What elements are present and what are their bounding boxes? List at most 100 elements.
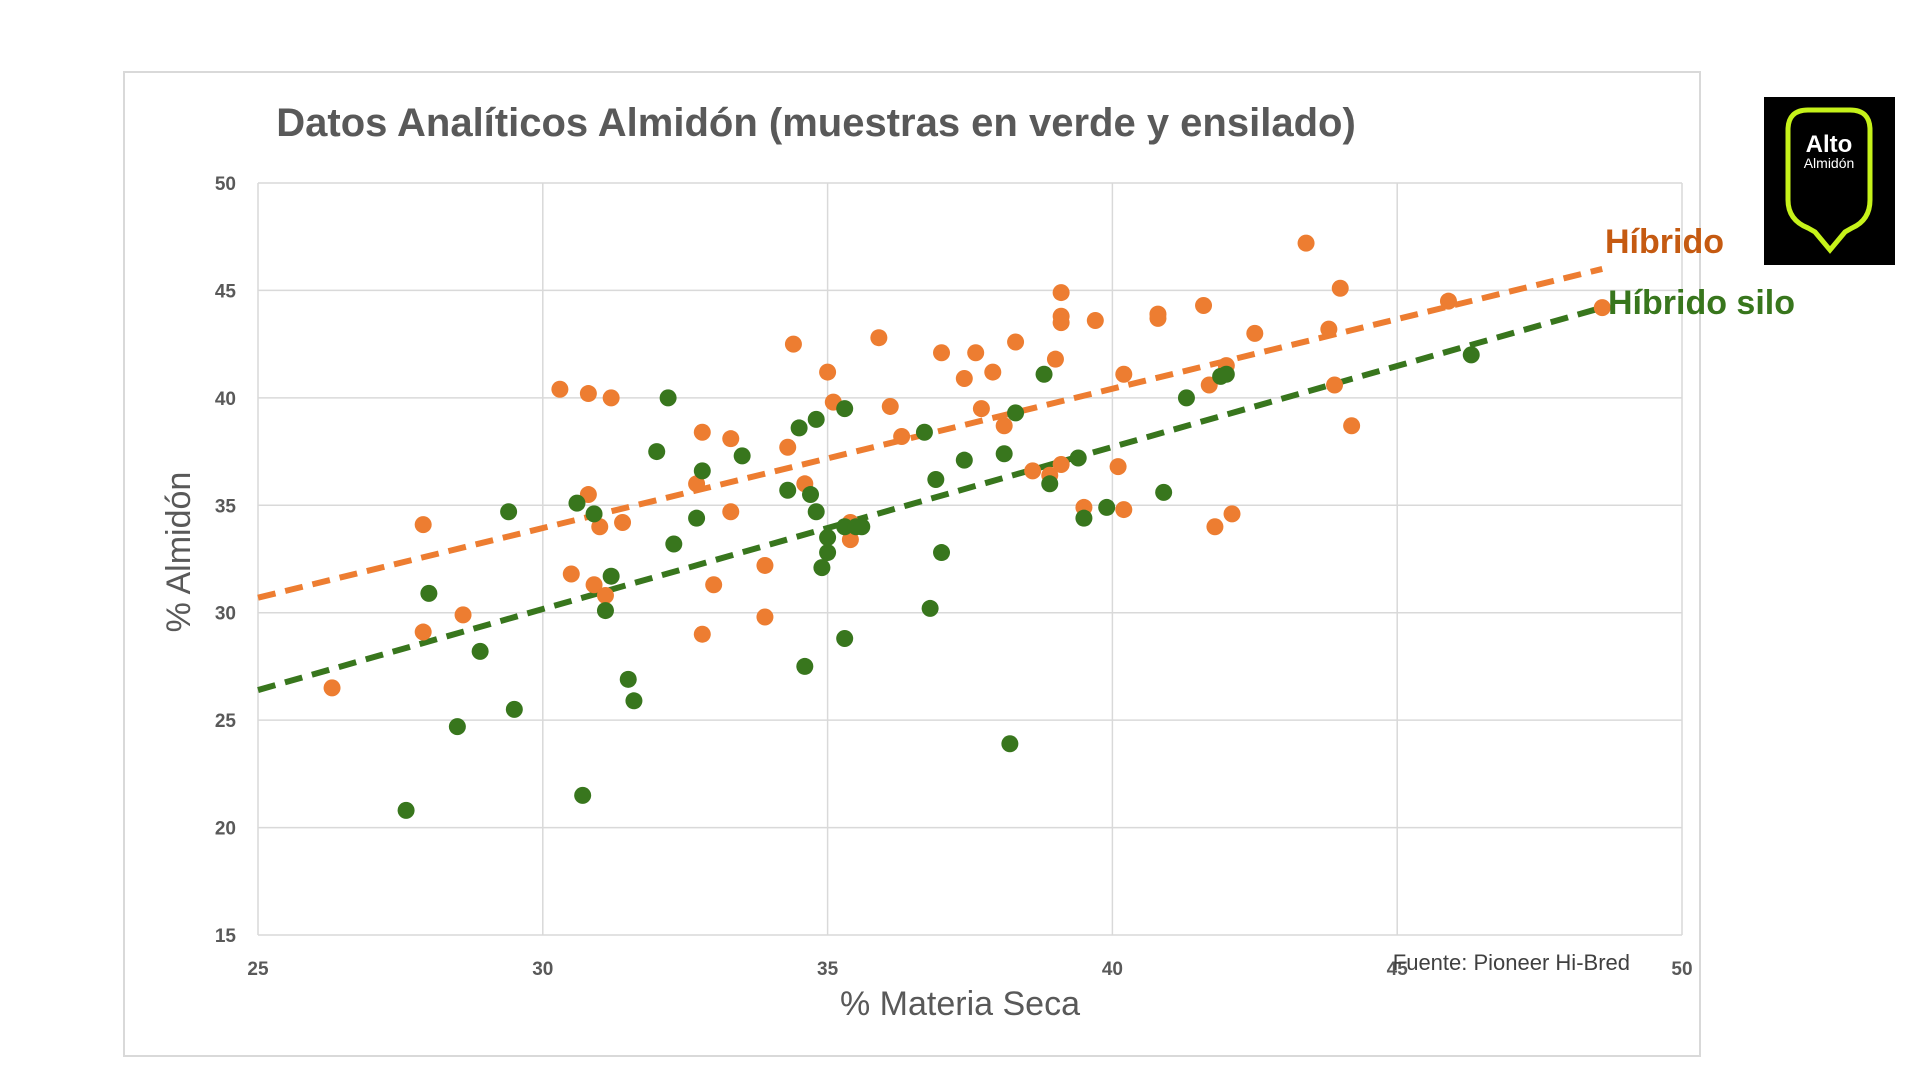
point-hibrido — [1086, 312, 1104, 330]
point-hibrido-silo — [796, 657, 814, 675]
point-hibrido — [551, 380, 569, 398]
point-hibrido — [1223, 505, 1241, 523]
point-hibrido — [955, 370, 973, 388]
point-hibrido-silo — [819, 529, 837, 547]
point-hibrido-silo — [397, 801, 415, 819]
point-hibrido — [722, 503, 740, 521]
point-hibrido-silo — [1217, 365, 1235, 383]
point-hibrido-silo — [1001, 735, 1019, 753]
point-hibrido-silo — [927, 471, 945, 489]
point-hibrido — [881, 397, 899, 415]
point-hibrido — [1052, 284, 1070, 302]
point-hibrido-silo — [915, 423, 933, 441]
point-hibrido-silo — [995, 445, 1013, 463]
point-hibrido — [984, 363, 1002, 381]
x-tick-label: 30 — [532, 959, 553, 980]
point-hibrido — [1326, 376, 1344, 394]
point-hibrido-silo — [505, 700, 523, 718]
point-hibrido — [819, 363, 837, 381]
point-hibrido-silo — [853, 518, 871, 536]
point-hibrido — [579, 385, 597, 403]
point-hibrido-silo — [1075, 509, 1093, 527]
point-hibrido — [870, 329, 888, 347]
point-hibrido-silo — [1098, 498, 1116, 516]
point-hibrido-silo — [836, 629, 854, 647]
point-hibrido — [1109, 458, 1127, 476]
x-tick-label: 40 — [1102, 959, 1123, 980]
point-hibrido — [1331, 279, 1349, 297]
point-hibrido-silo — [659, 389, 677, 407]
y-tick-label: 40 — [215, 389, 236, 410]
logo-background — [1764, 97, 1895, 265]
point-hibrido — [1007, 333, 1025, 351]
x-tick-label: 25 — [247, 959, 269, 980]
series-label-hibrido: Híbrido — [1605, 223, 1724, 261]
point-hibrido — [1593, 299, 1611, 317]
point-hibrido — [893, 428, 911, 446]
point-hibrido — [323, 679, 341, 697]
logo-line1: Alto — [1806, 131, 1853, 158]
trendline-hibrido-silo — [257, 304, 1604, 693]
point-hibrido — [596, 587, 614, 605]
point-hibrido — [1046, 350, 1064, 368]
y-tick-label: 15 — [215, 926, 237, 947]
trendlines — [257, 266, 1604, 693]
point-hibrido — [1343, 417, 1361, 435]
grid — [257, 182, 1683, 936]
point-hibrido-silo — [500, 503, 518, 521]
point-hibrido-silo — [574, 786, 592, 804]
point-hibrido — [1297, 234, 1315, 252]
point-hibrido — [454, 606, 472, 624]
point-hibrido — [1024, 462, 1042, 480]
trendline-hibrido — [257, 266, 1603, 601]
point-hibrido-silo — [1155, 483, 1173, 501]
point-hibrido-silo — [813, 559, 831, 577]
point-hibrido-silo — [807, 503, 825, 521]
logo-outline-icon — [1785, 107, 1873, 254]
point-hibrido-silo — [955, 451, 973, 469]
point-hibrido — [705, 576, 723, 594]
point-hibrido-silo — [819, 544, 837, 562]
point-hibrido-silo — [665, 535, 683, 553]
point-hibrido — [841, 531, 859, 549]
point-hibrido — [614, 513, 632, 531]
point-hibrido — [562, 565, 580, 583]
point-hibrido-silo — [733, 447, 751, 465]
point-hibrido — [414, 623, 432, 641]
point-hibrido-silo — [619, 670, 637, 688]
point-hibrido — [1052, 314, 1070, 332]
point-hibrido-silo — [585, 505, 603, 523]
point-hibrido-silo — [790, 419, 808, 437]
point-hibrido — [995, 417, 1013, 435]
point-hibrido-silo — [420, 584, 438, 602]
point-hibrido — [756, 556, 774, 574]
data-points — [323, 234, 1611, 819]
series-label-hibrido-silo: Híbrido silo — [1608, 284, 1795, 322]
point-hibrido — [784, 335, 802, 353]
point-hibrido-silo — [933, 544, 951, 562]
point-hibrido — [693, 423, 711, 441]
point-hibrido — [1439, 292, 1457, 310]
point-hibrido-silo — [602, 567, 620, 585]
source-note: Fuente: Pioneer Hi-Bred — [1393, 950, 1630, 975]
y-tick-label: 50 — [215, 174, 236, 195]
point-hibrido — [933, 344, 951, 362]
point-hibrido — [693, 625, 711, 643]
y-tick-label: 30 — [215, 604, 236, 625]
point-hibrido-silo — [625, 692, 643, 710]
y-tick-label: 20 — [215, 819, 236, 840]
point-hibrido — [1149, 309, 1167, 327]
point-hibrido-silo — [836, 400, 854, 418]
y-tick-label: 35 — [215, 496, 237, 517]
point-hibrido — [414, 516, 432, 534]
point-hibrido-silo — [779, 481, 797, 499]
point-hibrido-silo — [802, 486, 820, 504]
point-hibrido — [967, 344, 985, 362]
point-hibrido — [1320, 320, 1338, 338]
point-hibrido-silo — [1007, 404, 1025, 422]
point-hibrido — [591, 518, 609, 536]
point-hibrido-silo — [693, 462, 711, 480]
point-hibrido-silo — [471, 642, 489, 660]
point-hibrido — [1195, 296, 1213, 314]
